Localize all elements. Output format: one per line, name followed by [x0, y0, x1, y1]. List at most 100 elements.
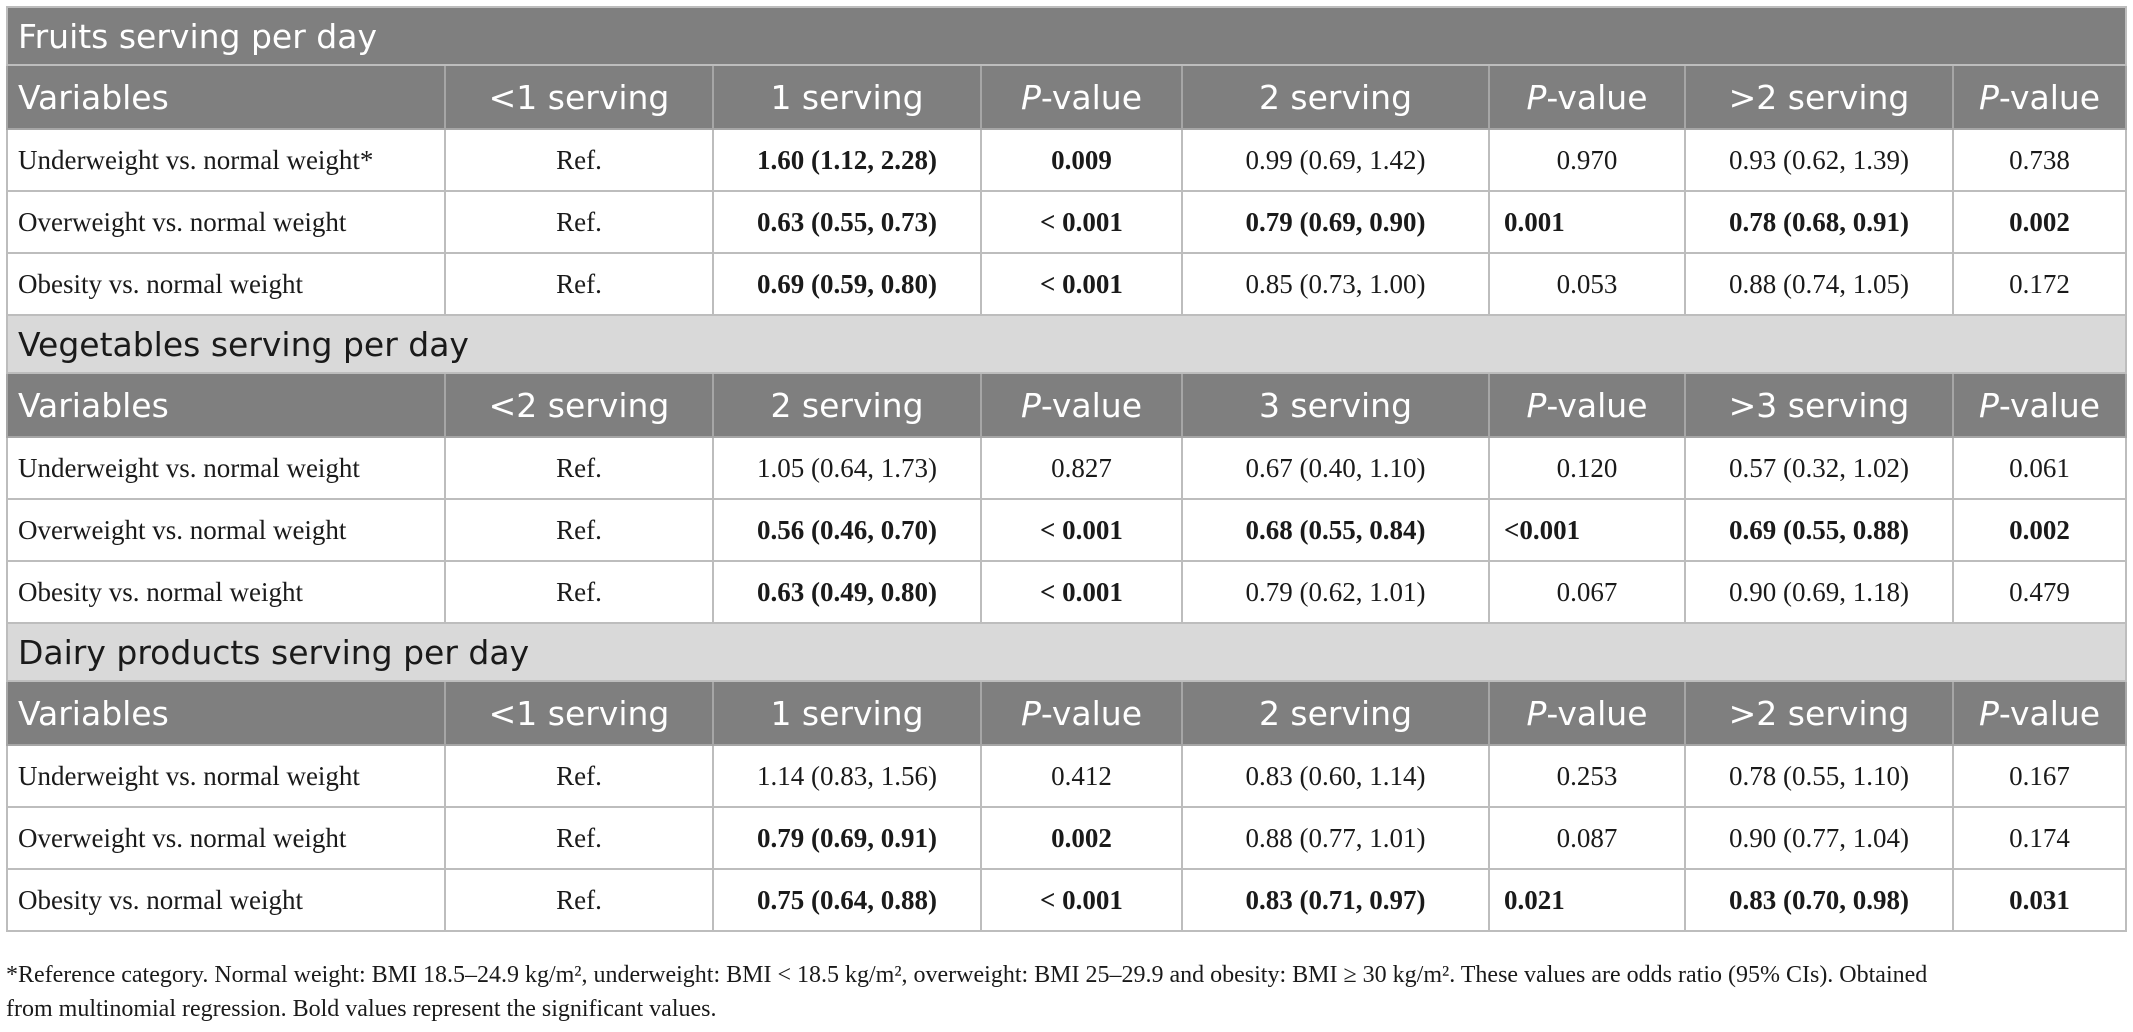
table-footnote: *Reference category. Normal weight: BMI … [6, 958, 2125, 1026]
header-cell: 1 serving [712, 64, 982, 130]
row-label: Underweight vs. normal weight* [6, 128, 446, 192]
header-cell: 3 serving [1181, 372, 1490, 438]
header-cell: P-value [1488, 64, 1686, 130]
table-cell: Ref. [444, 128, 714, 192]
section-title-row: Vegetables serving per day [5, 314, 2128, 374]
table-cell: Ref. [444, 560, 714, 624]
table-cell: 0.167 [1951, 744, 2128, 808]
row-label: Overweight vs. normal weight [6, 498, 446, 562]
table-cell: 0.738 [1951, 128, 2128, 192]
header-cell: 2 serving [712, 372, 982, 438]
table-row: Overweight vs. normal weight Ref. 0.79 (… [6, 806, 2128, 870]
table-cell: 0.88 (0.77, 1.01) [1181, 806, 1490, 870]
table-row: Obesity vs. normal weight Ref. 0.75 (0.6… [6, 868, 2128, 932]
row-label: Overweight vs. normal weight [6, 190, 446, 254]
row-label: Underweight vs. normal weight [6, 436, 446, 500]
table-cell: 0.63 (0.55, 0.73) [712, 190, 982, 254]
table-cell: Ref. [444, 436, 714, 500]
header-cell: 2 serving [1181, 64, 1490, 130]
table-cell: 0.827 [980, 436, 1183, 500]
table-cell: < 0.001 [980, 560, 1183, 624]
header-cell: P-value [980, 680, 1183, 746]
header-row: Variables <2 serving 2 serving P-value 3… [6, 372, 2128, 438]
table-cell: 0.970 [1488, 128, 1686, 192]
table-cell: 0.053 [1488, 252, 1686, 316]
header-cell: 2 serving [1181, 680, 1490, 746]
table-cell: 0.253 [1488, 744, 1686, 808]
header-cell: <1 serving [444, 64, 714, 130]
header-row: Variables <1 serving 1 serving P-value 2… [6, 680, 2128, 746]
table-cell: 0.009 [980, 128, 1183, 192]
table-row: Obesity vs. normal weight Ref. 0.63 (0.4… [6, 560, 2128, 624]
table-cell: Ref. [444, 252, 714, 316]
header-cell: P-value [980, 372, 1183, 438]
header-cell: P-value [1488, 372, 1686, 438]
table-cell: 0.021 [1488, 868, 1686, 932]
table-cell: 0.69 (0.59, 0.80) [712, 252, 982, 316]
table-cell: 0.174 [1951, 806, 2128, 870]
table-cell: 1.14 (0.83, 1.56) [712, 744, 982, 808]
section-title-row: Fruits serving per day [5, 6, 2128, 66]
table-cell: Ref. [444, 868, 714, 932]
table-cell: 0.75 (0.64, 0.88) [712, 868, 982, 932]
table-cell: 0.90 (0.69, 1.18) [1684, 560, 1954, 624]
table-cell: 0.002 [980, 806, 1183, 870]
table-cell: 0.88 (0.74, 1.05) [1684, 252, 1954, 316]
table-cell: 0.001 [1488, 190, 1686, 254]
results-table-container: Fruits serving per day Variables <1 serv… [5, 6, 2128, 932]
table-cell: 0.067 [1488, 560, 1686, 624]
header-cell: P-value [1951, 372, 2128, 438]
table-cell: 0.479 [1951, 560, 2128, 624]
header-cell: Variables [6, 680, 446, 746]
table-cell: 0.85 (0.73, 1.00) [1181, 252, 1490, 316]
table-cell: 0.79 (0.69, 0.91) [712, 806, 982, 870]
table-cell: 0.120 [1488, 436, 1686, 500]
row-label: Underweight vs. normal weight [6, 744, 446, 808]
table-row: Obesity vs. normal weight Ref. 0.69 (0.5… [6, 252, 2128, 316]
table-cell: 0.78 (0.55, 1.10) [1684, 744, 1954, 808]
header-cell: P-value [980, 64, 1183, 130]
footnote-line: *Reference category. Normal weight: BMI … [6, 962, 1928, 988]
table-cell: 0.002 [1951, 190, 2128, 254]
table-cell: 0.93 (0.62, 1.39) [1684, 128, 1954, 192]
footnote-line: from multinomial regression. Bold values… [6, 996, 717, 1022]
table-cell: 0.57 (0.32, 1.02) [1684, 436, 1954, 500]
table-cell: 0.79 (0.62, 1.01) [1181, 560, 1490, 624]
table-cell: 0.69 (0.55, 0.88) [1684, 498, 1954, 562]
table-cell: 0.83 (0.71, 0.97) [1181, 868, 1490, 932]
table-cell: 0.68 (0.55, 0.84) [1181, 498, 1490, 562]
table-row: Overweight vs. normal weight Ref. 0.56 (… [6, 498, 2128, 562]
table-row: Underweight vs. normal weight* Ref. 1.60… [6, 128, 2128, 192]
table-cell: Ref. [444, 806, 714, 870]
table-row: Overweight vs. normal weight Ref. 0.63 (… [6, 190, 2128, 254]
header-cell: >2 serving [1684, 680, 1954, 746]
section-title: Dairy products serving per day [5, 622, 2128, 682]
header-cell: >2 serving [1684, 64, 1954, 130]
table-cell: < 0.001 [980, 498, 1183, 562]
table-cell: 0.83 (0.60, 1.14) [1181, 744, 1490, 808]
table-cell: 0.90 (0.77, 1.04) [1684, 806, 1954, 870]
header-cell: P-value [1488, 680, 1686, 746]
section-title-row: Dairy products serving per day [5, 622, 2128, 682]
table-cell: Ref. [444, 190, 714, 254]
header-cell: <1 serving [444, 680, 714, 746]
header-cell: P-value [1951, 64, 2128, 130]
table-cell: 1.60 (1.12, 2.28) [712, 128, 982, 192]
row-label: Overweight vs. normal weight [6, 806, 446, 870]
table-cell: 1.05 (0.64, 1.73) [712, 436, 982, 500]
header-cell: <2 serving [444, 372, 714, 438]
header-row: Variables <1 serving 1 serving P-value 2… [6, 64, 2128, 130]
table-cell: 0.67 (0.40, 1.10) [1181, 436, 1490, 500]
table-cell: 0.087 [1488, 806, 1686, 870]
table-cell: < 0.001 [980, 252, 1183, 316]
table-cell: < 0.001 [980, 868, 1183, 932]
header-cell: 1 serving [712, 680, 982, 746]
table-cell: 0.99 (0.69, 1.42) [1181, 128, 1490, 192]
table-cell: 0.412 [980, 744, 1183, 808]
header-cell: >3 serving [1684, 372, 1954, 438]
table-cell: 0.172 [1951, 252, 2128, 316]
table-cell: 0.56 (0.46, 0.70) [712, 498, 982, 562]
results-table: Fruits serving per day Variables <1 serv… [5, 6, 2128, 932]
table-cell: 0.061 [1951, 436, 2128, 500]
row-label: Obesity vs. normal weight [6, 252, 446, 316]
